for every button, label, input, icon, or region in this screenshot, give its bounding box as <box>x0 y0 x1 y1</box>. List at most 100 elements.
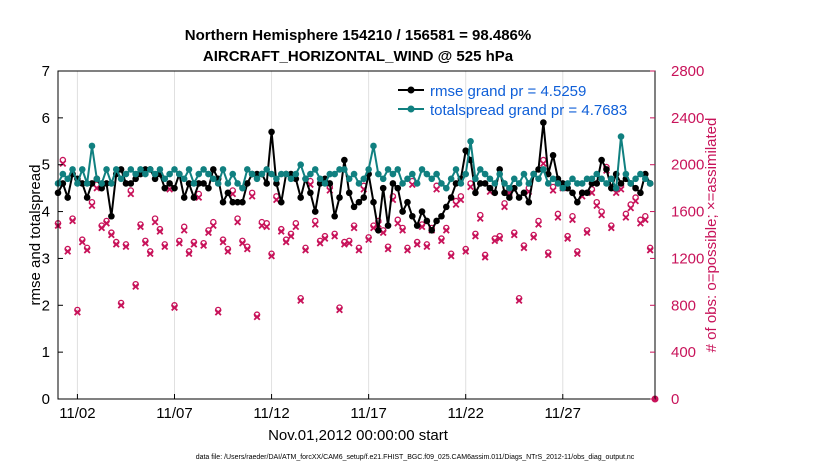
totalspread-point <box>574 180 581 187</box>
totalspread-point <box>219 166 227 173</box>
rmse-point <box>263 180 271 187</box>
rmse-point <box>462 147 470 154</box>
totalspread-point <box>234 180 241 187</box>
totalspread-point <box>210 175 217 183</box>
totalspread-point <box>243 166 251 173</box>
rmse-point <box>268 128 275 136</box>
totalspread-point <box>112 166 120 173</box>
totalspread-point <box>447 175 455 183</box>
obs-assimilated-marker <box>471 232 479 240</box>
totalspread-point <box>331 170 338 178</box>
rmse-point <box>540 119 547 126</box>
totalspread-point <box>612 184 620 192</box>
rmse-point <box>491 189 499 197</box>
obs-assimilated-marker <box>190 240 198 248</box>
totalspread-point <box>263 166 271 173</box>
totalspread-point <box>350 170 358 178</box>
rmse-point <box>360 194 368 201</box>
obs-assimilated-marker <box>287 232 295 240</box>
rmse-point <box>307 189 314 197</box>
rmse-point <box>447 194 455 201</box>
totalspread-point <box>176 170 183 178</box>
obs-assimilated-marker <box>598 211 606 219</box>
rmse-point <box>59 180 67 187</box>
obs-assimilated-marker <box>622 213 630 221</box>
grid-layer <box>76 71 564 399</box>
totalspread-point <box>103 166 110 173</box>
totalspread-point <box>462 170 470 178</box>
totalspread-point <box>413 180 421 187</box>
rmse-point <box>418 208 426 215</box>
obs-assimilated-marker <box>151 218 159 226</box>
obs-assimilated-marker <box>93 184 101 192</box>
obs-assimilated-marker <box>637 219 644 227</box>
totalspread-point <box>273 175 280 183</box>
totalspread-point <box>501 180 508 187</box>
obs-assimilated-marker <box>501 203 508 211</box>
rmse-point <box>394 184 402 192</box>
y-axis-label: rmse and totalspread <box>27 165 44 306</box>
obs-assimilated-marker <box>132 283 140 290</box>
totalspread-point <box>530 170 537 178</box>
totalspread-point <box>404 175 411 183</box>
rmse-point <box>525 198 533 206</box>
obs-assimilated-marker <box>355 246 363 254</box>
rmse-point <box>219 198 227 206</box>
totalspread-point <box>515 180 523 187</box>
totalspread-point <box>559 184 567 192</box>
obs-assimilated-marker <box>268 252 275 260</box>
y2-tick-label: 1600 <box>671 204 704 221</box>
obs-assimilated-marker <box>282 238 290 246</box>
totalspread-point <box>472 175 479 183</box>
obs-assimilated-marker <box>107 231 115 239</box>
rmse-point <box>520 189 528 197</box>
totalspread-point <box>108 180 115 187</box>
obs-assimilated-marker <box>141 239 149 247</box>
rmse-point <box>472 189 479 197</box>
rmse-point <box>88 180 96 187</box>
obs-assimilated-marker <box>205 229 212 237</box>
totalspread-point <box>287 175 295 183</box>
obs-assimilated-marker <box>607 224 615 232</box>
rmse-point <box>132 175 139 183</box>
obs-assimilated-marker <box>277 228 285 235</box>
rmse-point <box>210 166 217 173</box>
rmse-point <box>273 180 280 187</box>
obs-assimilated-marker <box>612 189 620 197</box>
rmse-point <box>297 194 304 201</box>
obs-assimilated-marker <box>64 247 72 255</box>
obs-assimilated-marker <box>219 238 227 246</box>
y-tick-label: 5 <box>42 157 50 174</box>
totalspread-point <box>438 180 445 187</box>
totalspread-point <box>355 180 363 187</box>
rmse-point <box>277 198 285 206</box>
totalspread-point <box>389 170 397 178</box>
rmse-point <box>345 189 353 197</box>
totalspread-point <box>360 175 368 183</box>
obs-assimilated-marker <box>442 226 450 234</box>
obs-assimilated-marker <box>404 246 411 254</box>
rmse-point <box>578 189 586 197</box>
totalspread-point <box>171 166 178 173</box>
totalspread-point <box>248 170 256 178</box>
totalspread-point <box>292 170 300 178</box>
totalspread-point <box>617 133 625 140</box>
rmse-point <box>234 198 241 206</box>
x-axis-ticks: 11/02 11/07 11/12 11/17 11/22 11/27 <box>59 394 581 422</box>
y2-axis-ticks: 0 400 800 1200 1600 2000 2400 2800 <box>650 63 704 408</box>
obs-assimilated-marker <box>224 247 232 255</box>
obs-assimilated-marker <box>185 250 193 258</box>
totalspread-point <box>277 170 285 178</box>
rmse-point <box>438 212 445 220</box>
totalspread-point <box>83 180 91 187</box>
totalspread-point <box>127 166 135 173</box>
rmse-point <box>326 180 334 187</box>
totalspread-point <box>365 166 372 173</box>
y-tick-label: 4 <box>42 204 50 221</box>
obs-assimilated-marker <box>549 187 557 194</box>
totalspread-point <box>156 166 164 173</box>
totalspread-point <box>224 180 232 187</box>
obs-assimilated-marker <box>78 238 86 246</box>
totalspread-point <box>622 170 630 178</box>
rmse-point <box>98 184 105 192</box>
